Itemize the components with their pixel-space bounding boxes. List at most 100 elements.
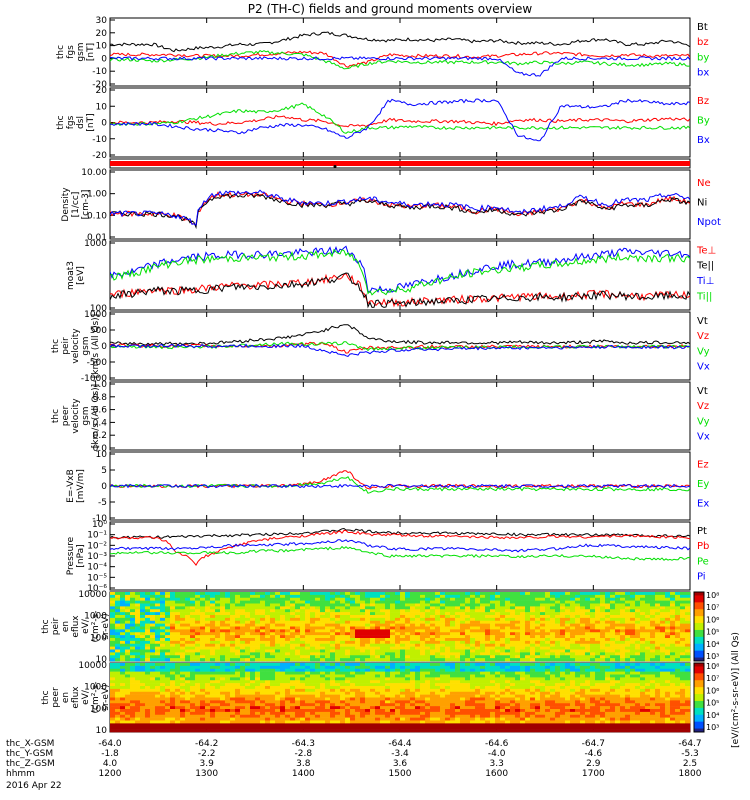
spectrogram-cell bbox=[305, 600, 311, 604]
spectrogram-cell bbox=[370, 691, 376, 695]
spectrogram-cell bbox=[235, 686, 241, 690]
spectrogram-cell bbox=[160, 697, 166, 701]
spectrogram-cell bbox=[195, 694, 201, 698]
spectrogram-cell bbox=[385, 723, 391, 727]
spectrogram-cell bbox=[225, 671, 231, 675]
spectrogram-cell bbox=[185, 720, 191, 724]
spectrogram-cell bbox=[200, 688, 206, 693]
spectrogram-cell bbox=[155, 700, 161, 704]
spectrogram-cell bbox=[540, 606, 546, 610]
spectrogram-cell bbox=[190, 691, 196, 695]
spectrogram-cell bbox=[685, 615, 691, 619]
spectrogram-cell bbox=[140, 683, 146, 687]
spectrogram-cell bbox=[290, 665, 296, 670]
spectrogram-cell bbox=[520, 658, 526, 662]
spectrogram-cell bbox=[370, 646, 376, 650]
spectrogram-cell bbox=[185, 640, 191, 645]
spectrogram-cell bbox=[290, 623, 296, 627]
spectrogram-cell bbox=[150, 717, 156, 721]
spectrogram-cell bbox=[200, 711, 206, 716]
spectrogram-cell bbox=[130, 680, 136, 684]
spectrogram-cell bbox=[570, 600, 576, 604]
spectrogram-cell bbox=[420, 674, 426, 678]
spectrogram-cell bbox=[610, 643, 616, 647]
spectrogram-cell bbox=[125, 723, 131, 727]
spectrogram-cell bbox=[150, 612, 156, 616]
spectrogram-cell bbox=[255, 609, 261, 613]
spectrogram-cell bbox=[480, 643, 486, 647]
spectrogram-cell bbox=[375, 638, 381, 642]
spectrogram-cell bbox=[460, 720, 466, 724]
spectrogram-cell bbox=[390, 592, 396, 596]
spectrogram-cell bbox=[380, 594, 386, 599]
spectrogram-cell bbox=[410, 668, 416, 672]
spectrogram-cell bbox=[320, 674, 326, 678]
spectrogram-cell bbox=[585, 609, 591, 613]
spectrogram-cell bbox=[500, 658, 506, 662]
y-axis-label: sr-eV) bbox=[101, 613, 111, 639]
spectrogram-cell bbox=[270, 668, 276, 672]
spectrogram-cell bbox=[570, 592, 576, 596]
y-tick-label: 30 bbox=[96, 16, 108, 26]
spectrogram-cell bbox=[530, 603, 536, 607]
spectrogram-cell bbox=[180, 671, 186, 675]
spectrogram-cell bbox=[500, 629, 506, 633]
spectrogram-cell bbox=[210, 683, 216, 687]
spectrogram-cell bbox=[565, 600, 571, 604]
spectrogram-cell bbox=[370, 620, 376, 624]
spectrogram-cell bbox=[120, 609, 126, 613]
spectrogram-cell bbox=[525, 646, 531, 650]
spectrogram-cell bbox=[225, 663, 231, 667]
spectrogram-cell bbox=[555, 629, 561, 633]
spectrogram-cell bbox=[540, 609, 546, 613]
spectrogram-cell bbox=[370, 603, 376, 607]
spectrogram-cell bbox=[255, 600, 261, 604]
spectrogram-cell bbox=[430, 674, 436, 678]
spectrogram-cell bbox=[160, 617, 166, 622]
spectrogram-cell bbox=[660, 615, 666, 619]
spectrogram-cell bbox=[665, 615, 671, 619]
spectrogram-cell bbox=[235, 700, 241, 704]
spectrogram-cell bbox=[425, 700, 431, 704]
spectrogram-cell bbox=[315, 668, 321, 672]
spectrogram-cell bbox=[165, 723, 171, 727]
spectrogram-cell bbox=[645, 597, 651, 601]
spectrogram-cell bbox=[610, 652, 616, 656]
spectrogram-cell bbox=[315, 717, 321, 721]
spectrogram-cell bbox=[375, 677, 381, 681]
spectrogram-cell bbox=[310, 626, 316, 630]
spectrogram-cell bbox=[135, 665, 141, 670]
spectrogram-cell bbox=[620, 620, 626, 624]
spectrogram-cell bbox=[175, 638, 181, 642]
spectrogram-cell bbox=[330, 615, 336, 619]
spectrogram-cell bbox=[500, 603, 506, 607]
spectrogram-cell bbox=[285, 594, 291, 599]
spectrogram-cell bbox=[450, 638, 456, 642]
spectrogram-cell bbox=[595, 658, 601, 662]
spectrogram-cell bbox=[285, 658, 291, 662]
spectrogram-cell bbox=[205, 671, 211, 675]
spectrogram-cell bbox=[205, 652, 211, 656]
spectrogram-cell bbox=[170, 646, 176, 650]
spectrogram-cell bbox=[290, 674, 296, 678]
spectrogram-cell bbox=[475, 606, 481, 610]
spectrogram-cell bbox=[570, 632, 576, 636]
spectrogram-cell bbox=[665, 623, 671, 627]
spectrogram-cell bbox=[215, 683, 221, 687]
spectrogram-cell bbox=[270, 652, 276, 656]
spectrogram-cell bbox=[535, 592, 541, 596]
spectrogram-cell bbox=[165, 629, 171, 633]
spectrogram-cell bbox=[220, 620, 226, 624]
spectrogram-cell bbox=[285, 612, 291, 616]
spectrogram-cell bbox=[130, 594, 136, 599]
spectrogram-cell bbox=[440, 629, 446, 633]
spectrogram-cell bbox=[530, 615, 536, 619]
spectrogram-cell bbox=[435, 691, 441, 695]
spectrogram-cell bbox=[125, 694, 131, 698]
spectrogram-cell bbox=[150, 635, 156, 639]
spectrogram-cell bbox=[115, 691, 121, 695]
spectrogram-cell bbox=[280, 597, 286, 601]
spectrogram-cell bbox=[495, 649, 501, 653]
spectrogram-cell bbox=[285, 671, 291, 675]
spectrogram-cell bbox=[205, 686, 211, 690]
